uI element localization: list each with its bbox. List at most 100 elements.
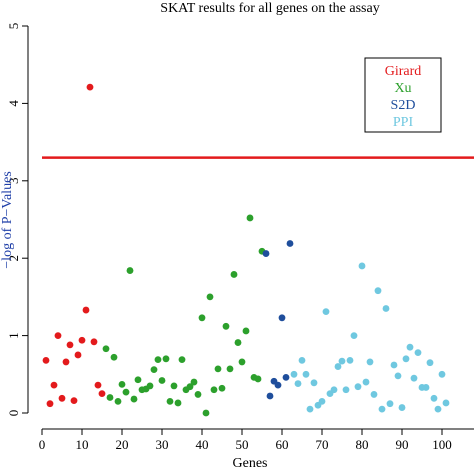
y-tick-label: 5 (6, 23, 21, 30)
data-point-s2d (278, 314, 286, 322)
data-points (42, 83, 450, 417)
x-tick-label: 80 (356, 437, 369, 452)
data-point-ppi (302, 370, 310, 378)
data-point-ppi (354, 383, 362, 391)
data-point-ppi (386, 400, 394, 408)
data-point-xu (206, 293, 214, 301)
data-point-ppi (318, 397, 326, 405)
data-point-xu (218, 384, 226, 392)
data-point-girard (54, 332, 62, 339)
y-axis-ticks: 0 1 2 3 4 5 (6, 23, 28, 417)
data-point-s2d (282, 373, 290, 381)
data-point-girard (86, 83, 94, 91)
data-point-ppi (290, 370, 298, 378)
data-point-ppi (402, 355, 410, 363)
data-point-ppi (334, 363, 342, 370)
data-point-xu (146, 382, 154, 390)
y-axis-label: −log of P−Values (0, 171, 15, 268)
data-point-girard (58, 394, 66, 402)
x-tick-label: 10 (76, 437, 89, 452)
data-point-girard (94, 381, 102, 389)
data-point-xu (242, 327, 250, 335)
data-point-ppi (378, 405, 386, 413)
y-tick-label: 1 (6, 332, 21, 339)
x-tick-label: 20 (116, 437, 129, 452)
data-point-xu (234, 339, 242, 346)
data-point-xu (186, 383, 194, 391)
x-tick-label: 40 (196, 437, 209, 452)
x-tick-label: 70 (316, 437, 329, 452)
data-point-xu (190, 378, 198, 386)
legend-entry-girard: Girard (385, 64, 422, 79)
data-point-ppi (294, 380, 302, 387)
data-point-ppi (390, 361, 398, 369)
data-point-ppi (406, 343, 414, 351)
y-tick-label: 3 (6, 178, 21, 185)
data-point-girard (62, 358, 70, 366)
data-point-girard (66, 341, 74, 349)
x-tick-label: 60 (276, 437, 289, 452)
x-tick-label: 50 (236, 437, 249, 452)
data-point-xu (130, 395, 138, 403)
data-point-ppi (306, 405, 314, 413)
data-point-xu (210, 386, 218, 394)
y-tick-label: 0 (6, 410, 21, 417)
data-point-xu (174, 399, 182, 407)
data-point-xu (150, 366, 158, 374)
data-point-ppi (366, 358, 374, 366)
data-point-s2d (266, 392, 274, 400)
data-point-ppi (298, 356, 306, 364)
data-point-xu (154, 356, 162, 363)
data-point-girard (42, 356, 50, 364)
data-point-xu (222, 322, 230, 330)
data-point-girard (78, 336, 86, 344)
legend-box (364, 57, 442, 133)
legend-entry-s2d: S2D (391, 98, 416, 113)
data-point-ppi (442, 399, 450, 407)
x-axis-label: Genes (233, 456, 268, 470)
data-point-girard (46, 400, 54, 408)
data-point-ppi (394, 372, 402, 380)
data-point-xu (158, 377, 166, 384)
data-point-girard (70, 397, 78, 405)
x-tick-label: 0 (39, 437, 46, 452)
data-point-ppi (410, 374, 418, 382)
data-point-xu (178, 356, 186, 363)
x-tick-label: 30 (156, 437, 169, 452)
data-point-ppi (426, 359, 434, 367)
data-point-ppi (338, 357, 346, 365)
data-point-xu (202, 409, 210, 417)
data-point-s2d (274, 381, 282, 389)
data-point-ppi (398, 404, 406, 411)
data-point-xu (110, 353, 118, 361)
data-point-xu (106, 394, 114, 401)
data-point-ppi (346, 356, 354, 364)
x-tick-label: 90 (396, 437, 409, 452)
data-point-xu (226, 365, 234, 373)
data-point-xu (254, 375, 262, 383)
data-point-s2d (286, 240, 294, 247)
data-point-ppi (358, 262, 366, 270)
data-point-xu (102, 345, 110, 353)
data-point-xu (114, 397, 122, 405)
data-point-girard (82, 306, 90, 314)
data-point-ppi (342, 386, 350, 394)
data-point-ppi (382, 305, 390, 312)
data-point-girard (50, 381, 58, 389)
data-point-ppi (310, 379, 318, 387)
data-point-xu (246, 214, 254, 222)
y-tick-label: 4 (6, 100, 21, 107)
legend: Girard Xu S2D PPI (364, 57, 442, 133)
data-point-ppi (322, 308, 330, 316)
data-point-ppi (414, 349, 422, 357)
data-point-ppi (422, 384, 430, 391)
data-point-xu (122, 388, 130, 396)
data-point-girard (74, 351, 82, 359)
data-point-ppi (434, 405, 442, 413)
x-tick-label: 100 (432, 437, 452, 452)
chart-title: SKAT results for all genes on the assay (160, 1, 379, 16)
data-point-ppi (430, 394, 438, 402)
data-point-xu (170, 382, 178, 390)
data-point-ppi (350, 332, 358, 339)
